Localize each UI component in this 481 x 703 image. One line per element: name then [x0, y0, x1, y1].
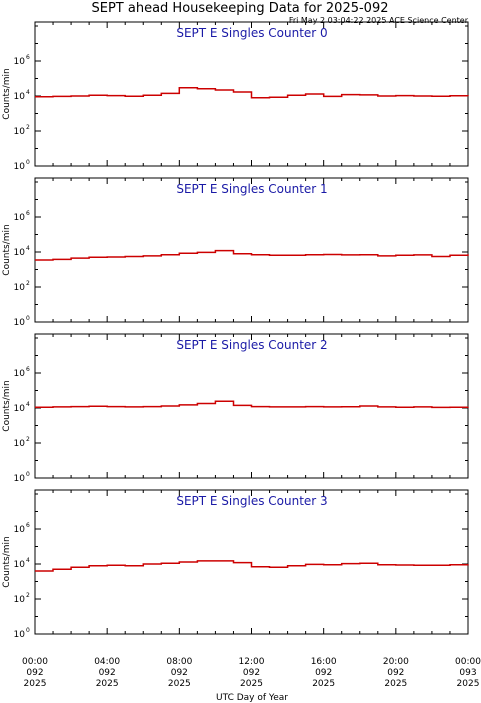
y-tick-exponent: 4	[26, 557, 30, 564]
series-line	[35, 400, 469, 409]
y-tick-label: 10	[14, 525, 26, 535]
y-tick-exponent: 2	[26, 124, 30, 131]
x-tick-label-day: 092	[171, 668, 188, 678]
x-tick-label-year: 2025	[168, 679, 191, 689]
panel-title: SEPT E Singles Counter 3	[176, 494, 327, 508]
x-tick-label-time: 04:00	[94, 657, 120, 667]
y-axis-label: Counts/min	[2, 68, 12, 119]
x-axis-label: UTC Day of Year	[216, 693, 288, 703]
y-tick-label: 10	[14, 283, 26, 293]
y-tick-label: 10	[14, 92, 26, 102]
y-tick-exponent: 2	[26, 592, 30, 599]
y-tick-exponent: 4	[26, 89, 30, 96]
y-tick-exponent: 6	[26, 522, 30, 529]
y-tick-label: 10	[14, 213, 26, 223]
x-tick-label-year: 2025	[384, 679, 407, 689]
x-tick-label-day: 092	[99, 668, 116, 678]
y-tick-exponent: 4	[26, 401, 30, 408]
x-tick-label-day: 092	[315, 668, 332, 678]
x-tick-label-time: 08:00	[166, 657, 192, 667]
y-tick-exponent: 0	[26, 315, 30, 322]
y-tick-label: 10	[14, 595, 26, 605]
panel-title: SEPT E Singles Counter 0	[176, 26, 327, 40]
generation-timestamp: Fri May 2 03:04:22 2025 ACE Science Cent…	[289, 16, 469, 25]
y-tick-exponent: 0	[26, 627, 30, 634]
x-tick-label-year: 2025	[24, 679, 47, 689]
x-tick-label-time: 16:00	[311, 657, 337, 667]
x-tick-label-year: 2025	[240, 679, 263, 689]
y-tick-exponent: 2	[26, 436, 30, 443]
y-axis-label: Counts/min	[2, 380, 12, 431]
x-tick-label-time: 00:00	[22, 657, 48, 667]
y-axis-label: Counts/min	[2, 536, 12, 587]
x-tick-label-day: 092	[243, 668, 260, 678]
x-tick-label-time: 00:00	[455, 657, 481, 667]
y-tick-label: 10	[14, 369, 26, 379]
y-tick-exponent: 0	[26, 159, 30, 166]
x-tick-label-year: 2025	[96, 679, 119, 689]
x-axis: 00:00092202504:00092202508:00092202512:0…	[22, 657, 481, 689]
y-tick-label: 10	[14, 630, 26, 640]
x-tick-label-year: 2025	[312, 679, 335, 689]
y-tick-exponent: 6	[26, 210, 30, 217]
panel-title: SEPT E Singles Counter 1	[176, 182, 327, 196]
y-tick-label: 10	[14, 248, 26, 258]
y-axis-label: Counts/min	[2, 224, 12, 275]
y-tick-exponent: 2	[26, 280, 30, 287]
y-tick-label: 10	[14, 474, 26, 484]
y-tick-exponent: 6	[26, 366, 30, 373]
y-tick-label: 10	[14, 404, 26, 414]
x-tick-label-time: 20:00	[383, 657, 409, 667]
y-tick-exponent: 0	[26, 471, 30, 478]
y-tick-label: 10	[14, 439, 26, 449]
x-tick-label-day: 093	[459, 668, 476, 678]
x-tick-label-day: 092	[387, 668, 404, 678]
y-tick-exponent: 6	[26, 54, 30, 61]
series-line	[35, 86, 469, 99]
y-tick-label: 10	[14, 560, 26, 570]
y-tick-label: 10	[14, 318, 26, 328]
y-tick-label: 10	[14, 162, 26, 172]
panel-title: SEPT E Singles Counter 2	[176, 338, 327, 352]
series-line	[35, 560, 469, 572]
y-tick-exponent: 4	[26, 245, 30, 252]
x-tick-label-day: 092	[26, 668, 43, 678]
x-tick-label-year: 2025	[457, 679, 480, 689]
panel-frame	[34, 177, 469, 323]
y-tick-label: 10	[14, 127, 26, 137]
y-tick-label: 10	[14, 57, 26, 67]
figure-title: SEPT ahead Housekeeping Data for 2025-09…	[92, 1, 389, 16]
x-tick-label-time: 12:00	[239, 657, 265, 667]
series-line	[35, 249, 469, 261]
